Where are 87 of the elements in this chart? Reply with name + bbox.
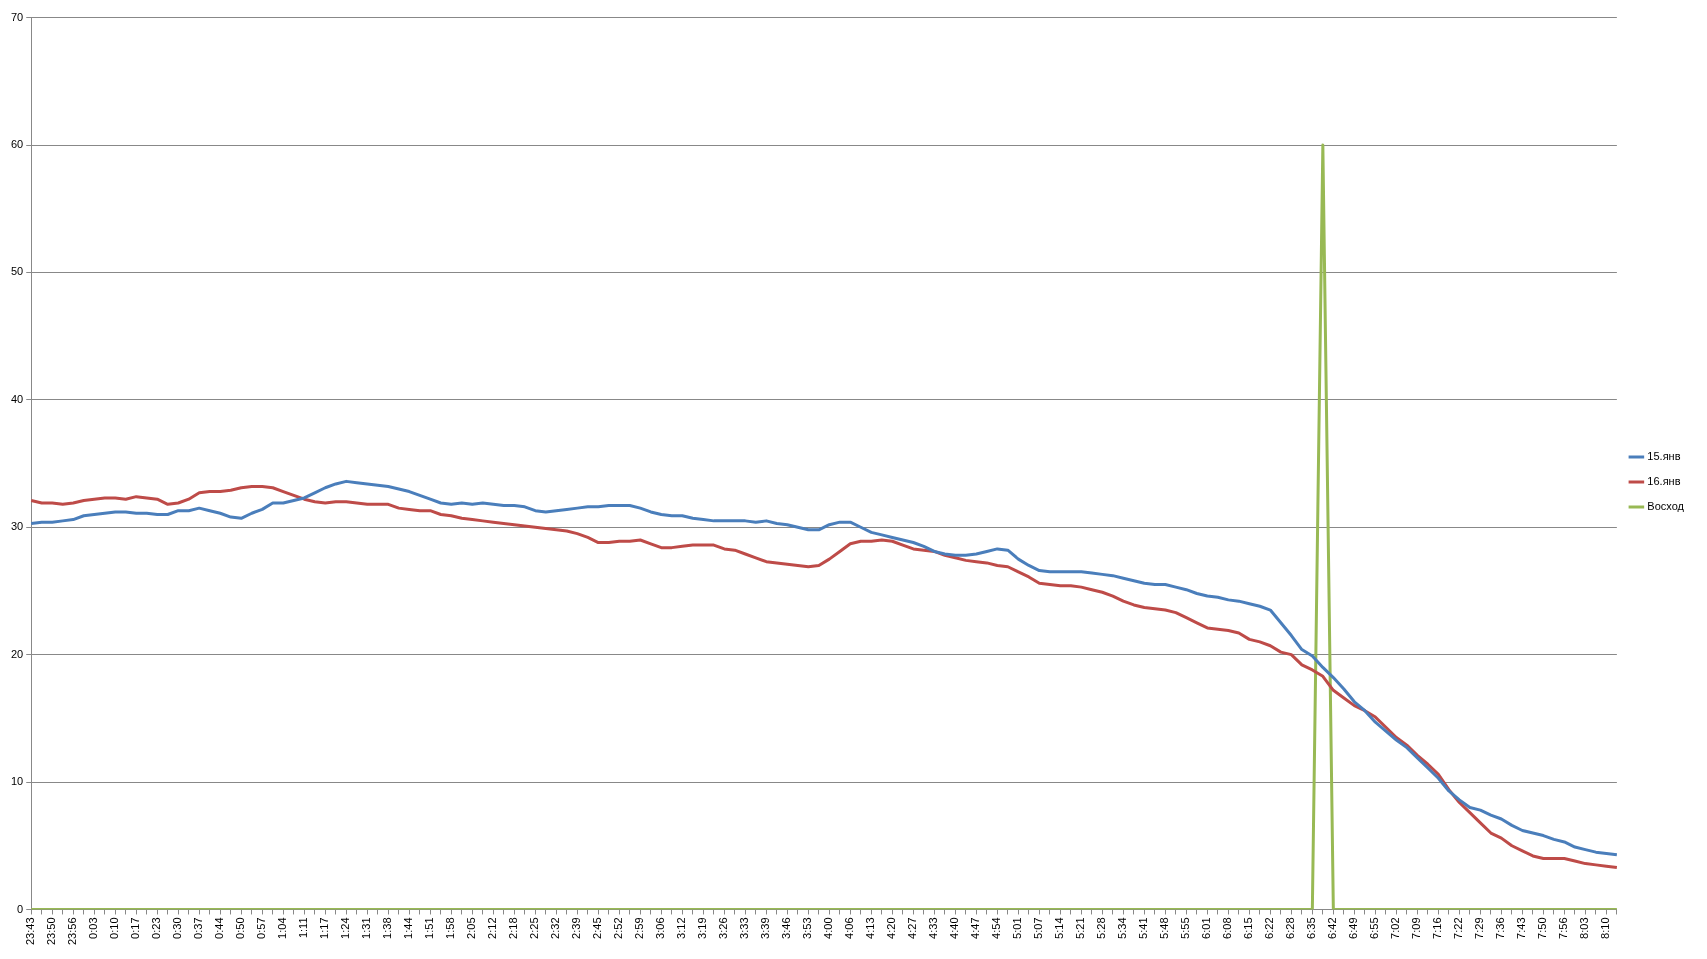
y-tick-label: 70: [10, 10, 24, 23]
x-tick-label: 6:08: [1221, 917, 1234, 939]
x-tick-label: 0:57: [255, 917, 268, 939]
x-tick-label: 0:23: [150, 917, 163, 939]
x-tick-label: 0:10: [108, 917, 121, 939]
x-tick-label: 7:36: [1494, 917, 1507, 939]
x-tick-label: 5:07: [1032, 917, 1045, 939]
x-tick-label: 5:34: [1116, 917, 1129, 939]
x-tick-label: 7:16: [1431, 917, 1444, 939]
y-tick-label: 10: [10, 775, 24, 788]
x-tick-label: 7:02: [1389, 917, 1402, 939]
x-tick-label: 2:52: [612, 917, 625, 939]
x-tick-label: 4:54: [990, 917, 1003, 939]
y-tick-label: 20: [10, 647, 24, 660]
x-tick-label: 5:48: [1158, 917, 1171, 939]
x-tick-label: 3:26: [717, 917, 730, 939]
x-tick-label: 7:22: [1452, 917, 1465, 939]
x-tick-label: 0:50: [234, 917, 247, 939]
x-tick-label: 6:42: [1326, 917, 1339, 939]
x-tick-label: 3:39: [759, 917, 772, 939]
x-tick-label: 4:47: [969, 917, 982, 939]
x-tick-label: 0:03: [87, 917, 100, 939]
x-tick-label: 2:18: [507, 917, 520, 939]
x-tick-label: 0:17: [129, 917, 142, 939]
x-tick-label: 2:32: [549, 917, 562, 939]
x-tick-label: 6:55: [1368, 917, 1381, 939]
x-tick-label: 4:06: [843, 917, 856, 939]
x-tick-label: 0:30: [171, 917, 184, 939]
x-tick-label: 7:50: [1536, 917, 1549, 939]
x-tick-label: 1:11: [297, 917, 310, 939]
x-tick-label: 1:38: [381, 917, 394, 939]
x-tick-label: 8:10: [1599, 917, 1612, 939]
x-tick-label: 5:01: [1011, 917, 1024, 939]
x-tick-label: 3:12: [675, 917, 688, 939]
x-tick-label: 23:43: [24, 917, 37, 945]
legend-label: 15.янв: [1647, 450, 1681, 463]
x-tick-label: 1:58: [444, 917, 457, 939]
x-tick-label: 7:43: [1515, 917, 1528, 939]
x-tick-label: 23:50: [45, 917, 58, 945]
y-tick-label: 40: [10, 392, 24, 405]
x-tick-label: 0:44: [213, 917, 226, 939]
x-tick-label: 3:33: [738, 917, 751, 939]
x-tick-label: 7:56: [1557, 917, 1570, 939]
x-tick-label: 6:22: [1263, 917, 1276, 939]
x-tick-label: 1:17: [318, 917, 331, 939]
x-tick-label: 2:05: [465, 917, 478, 939]
x-tick-label: 1:51: [423, 917, 436, 939]
x-tick-label: 1:04: [276, 917, 289, 939]
x-tick-label: 1:44: [402, 917, 415, 939]
x-tick-label: 7:29: [1473, 917, 1486, 939]
x-tick-label: 3:06: [654, 917, 667, 939]
x-tick-label: 1:31: [360, 917, 373, 939]
x-tick-label: 6:15: [1242, 917, 1255, 939]
x-tick-label: 1:24: [339, 917, 352, 939]
x-tick-label: 4:27: [906, 917, 919, 939]
x-tick-label: 5:21: [1074, 917, 1087, 939]
x-tick-label: 6:01: [1200, 917, 1213, 939]
x-tick-label: 5:55: [1179, 917, 1192, 939]
x-tick-label: 5:28: [1095, 917, 1108, 939]
x-tick-label: 8:03: [1578, 917, 1591, 939]
x-tick-label: 6:49: [1347, 917, 1360, 939]
x-tick-label: 6:35: [1305, 917, 1318, 939]
x-tick-label: 3:53: [801, 917, 814, 939]
x-tick-label: 4:20: [885, 917, 898, 939]
y-tick-label: 60: [10, 138, 24, 151]
x-tick-label: 23:56: [66, 917, 79, 945]
x-tick-label: 4:00: [822, 917, 835, 939]
x-tick-label: 2:39: [570, 917, 583, 939]
x-tick-label: 4:13: [864, 917, 877, 939]
x-tick-label: 2:45: [591, 917, 604, 939]
x-tick-label: 5:14: [1053, 917, 1066, 939]
legend-label: 16.янв: [1647, 475, 1681, 488]
x-tick-label: 4:33: [927, 917, 940, 939]
y-tick-label: 0: [17, 902, 24, 915]
y-tick-label: 50: [10, 265, 24, 278]
x-tick-label: 6:28: [1284, 917, 1297, 939]
y-tick-label: 30: [10, 520, 24, 533]
x-tick-label: 3:19: [696, 917, 709, 939]
x-tick-label: 5:41: [1137, 917, 1150, 939]
x-tick-label: 3:46: [780, 917, 793, 939]
legend-label: Восход: [1647, 500, 1685, 513]
x-tick-label: 0:37: [192, 917, 205, 939]
x-tick-label: 2:59: [633, 917, 646, 939]
x-tick-label: 2:12: [486, 917, 499, 939]
x-tick-label: 2:25: [528, 917, 541, 939]
x-tick-label: 7:09: [1410, 917, 1423, 939]
x-tick-label: 4:40: [948, 917, 961, 939]
